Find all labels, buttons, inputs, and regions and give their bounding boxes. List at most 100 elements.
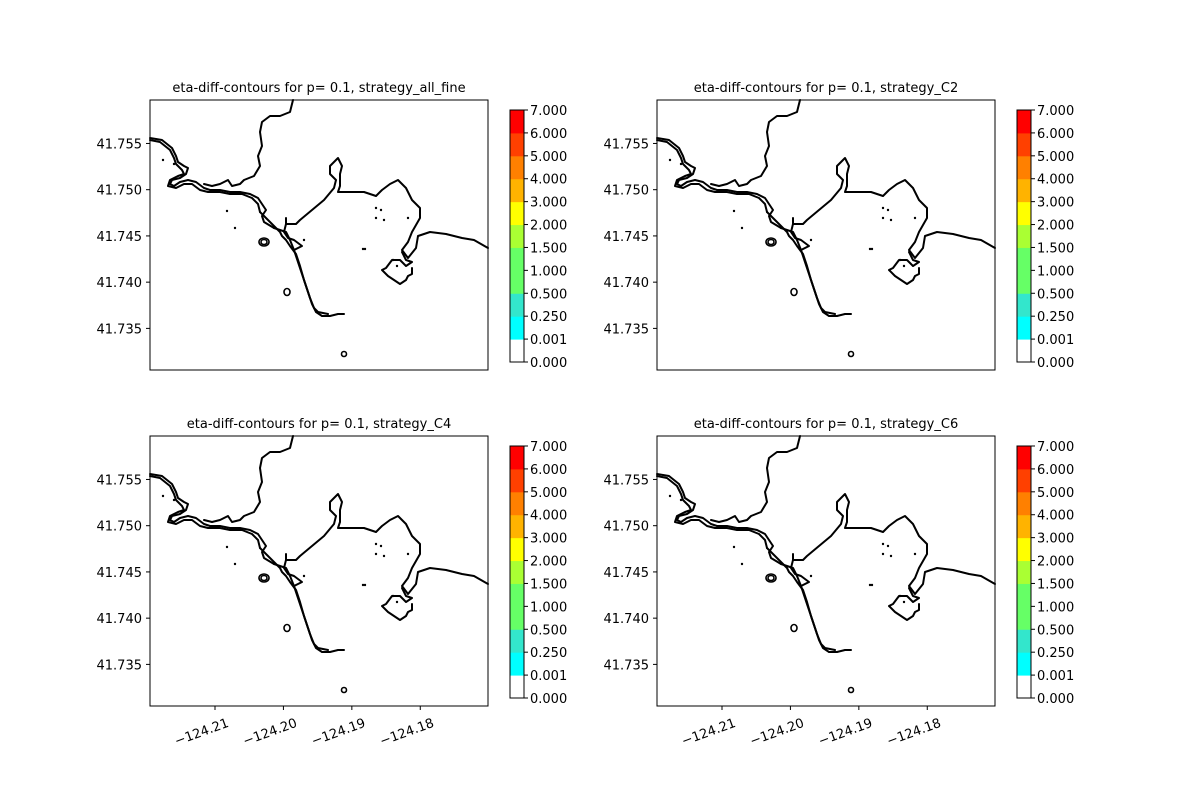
shoreline-point bbox=[668, 158, 672, 162]
y-tick-label: 41.750 bbox=[97, 520, 143, 535]
island-contour bbox=[283, 623, 291, 633]
coastline-segment bbox=[710, 99, 801, 187]
island-contour bbox=[847, 686, 855, 694]
shoreline-point bbox=[361, 247, 365, 251]
shoreline-point bbox=[913, 216, 917, 220]
colorbar-frame bbox=[509, 109, 525, 363]
colorbar-band bbox=[510, 110, 524, 134]
colorbar-tick-label: 0.500 bbox=[1037, 623, 1074, 638]
shoreline-point bbox=[886, 208, 890, 212]
colorbar-tick-label: 0.250 bbox=[530, 310, 567, 325]
colorbar-tick-label: 6.000 bbox=[530, 463, 567, 478]
colorbar-tick-label: 0.250 bbox=[530, 646, 567, 661]
coastline-segment bbox=[790, 559, 810, 587]
colorbar-tick-label: 0.000 bbox=[530, 692, 567, 707]
y-tick-label: 41.740 bbox=[604, 276, 650, 291]
shoreline-point bbox=[233, 562, 237, 566]
colorbar-tick-label: 0.000 bbox=[530, 356, 567, 371]
coastline-segment bbox=[285, 157, 489, 259]
shoreline-point bbox=[740, 226, 744, 230]
shoreline-point bbox=[361, 583, 365, 587]
x-tick-label: −124.21 bbox=[173, 716, 231, 749]
y-tick-label: 41.750 bbox=[604, 520, 650, 535]
shoreline-point bbox=[363, 247, 367, 251]
island-contour bbox=[260, 574, 268, 582]
colorbar-tick-label: 5.000 bbox=[530, 150, 567, 165]
colorbar-tick-label: 0.001 bbox=[1037, 669, 1074, 684]
shoreline-point bbox=[374, 542, 378, 546]
coastline-segment bbox=[149, 139, 261, 213]
colorbar: 7.000 6.000 5.000 4.000 3.000 2.000 1.500 1.000… bbox=[509, 440, 567, 707]
colorbar-tick-label: 5.000 bbox=[530, 486, 567, 501]
y-tick-label: 41.745 bbox=[604, 566, 650, 581]
island-contour bbox=[847, 350, 855, 358]
coastline bbox=[656, 99, 996, 317]
colorbar: 7.000 6.000 5.000 4.000 3.000 2.000 1.500 1.000… bbox=[509, 104, 567, 371]
y-tick-label: 41.755 bbox=[97, 473, 143, 488]
shoreline-point bbox=[161, 494, 165, 498]
y-tick-label: 41.745 bbox=[97, 566, 143, 581]
shoreline-point bbox=[233, 226, 237, 230]
colorbar-band bbox=[510, 201, 524, 226]
colorbar-band bbox=[1017, 652, 1031, 676]
colorbar-tick-label: 7.000 bbox=[1037, 440, 1074, 455]
island-contour bbox=[258, 573, 270, 583]
colorbar-band bbox=[510, 491, 524, 516]
axes-frame bbox=[149, 99, 489, 371]
colorbar-band bbox=[510, 468, 524, 493]
shoreline-point bbox=[809, 574, 813, 578]
y-tick-label: 41.750 bbox=[604, 184, 650, 199]
coastline-segment bbox=[203, 99, 294, 187]
colorbar-band bbox=[510, 675, 524, 699]
colorbar-tick-label: 7.000 bbox=[530, 440, 567, 455]
colorbar-tick-label: 6.000 bbox=[530, 127, 567, 142]
x-tick-label: −124.20 bbox=[241, 716, 299, 749]
colorbar-tick-label: 1.000 bbox=[1037, 600, 1074, 615]
y-tick-label: 41.745 bbox=[604, 230, 650, 245]
colorbar-tick-label: 0.250 bbox=[1037, 646, 1074, 661]
colorbar-tick-label: 1.500 bbox=[1037, 577, 1074, 592]
colorbar-band bbox=[1017, 270, 1031, 294]
colorbar-tick-label: 1.500 bbox=[530, 577, 567, 592]
colorbar-band bbox=[510, 339, 524, 363]
coastline-segment bbox=[888, 251, 920, 285]
colorbar-tick-label: 0.500 bbox=[530, 623, 567, 638]
shoreline-point bbox=[889, 218, 893, 222]
colorbar-band bbox=[1017, 178, 1031, 203]
colorbar-tick-label: 1.000 bbox=[530, 264, 567, 279]
colorbar-tick-label: 0.250 bbox=[1037, 310, 1074, 325]
colorbar-tick-label: 1.000 bbox=[530, 600, 567, 615]
y-tick-label: 41.735 bbox=[97, 658, 143, 673]
colorbar-band bbox=[510, 132, 524, 157]
shoreline-point bbox=[881, 206, 885, 210]
shoreline-point bbox=[889, 554, 893, 558]
shoreline-point bbox=[898, 258, 902, 262]
colorbar-tick-label: 7.000 bbox=[530, 104, 567, 119]
coastline-segment bbox=[656, 139, 768, 213]
panel-title: eta-diff-contours for p= 0.1, strategy_C… bbox=[187, 417, 451, 432]
shoreline-point bbox=[679, 498, 683, 502]
shoreline-point bbox=[363, 583, 367, 587]
shoreline-point bbox=[172, 162, 176, 166]
island-contour bbox=[340, 686, 348, 694]
panel-4: eta-diff-contours for p= 0.1, strategy_C… bbox=[604, 417, 1075, 749]
y-tick-label: 41.755 bbox=[604, 473, 650, 488]
colorbar-band bbox=[510, 270, 524, 294]
shoreline-point bbox=[391, 594, 395, 598]
y-tick-label: 41.740 bbox=[604, 612, 650, 627]
colorbar-tick-label: 3.000 bbox=[530, 196, 567, 211]
colorbar-tick-label: 0.001 bbox=[530, 333, 567, 348]
colorbar-tick-label: 1.500 bbox=[530, 241, 567, 256]
coastline-segment bbox=[710, 435, 801, 523]
coastline-segment bbox=[790, 223, 810, 251]
colorbar: 7.000 6.000 5.000 4.000 3.000 2.000 1.500 1.000… bbox=[1016, 440, 1074, 707]
shoreline-point bbox=[668, 494, 672, 498]
colorbar-band bbox=[510, 514, 524, 539]
y-tick-label: 41.745 bbox=[97, 230, 143, 245]
coastline-segment bbox=[381, 587, 413, 621]
shoreline-point bbox=[374, 206, 378, 210]
colorbar-band bbox=[1017, 468, 1031, 493]
colorbar-band bbox=[1017, 316, 1031, 340]
colorbar-band bbox=[1017, 247, 1031, 271]
colorbar-frame bbox=[1016, 109, 1032, 363]
